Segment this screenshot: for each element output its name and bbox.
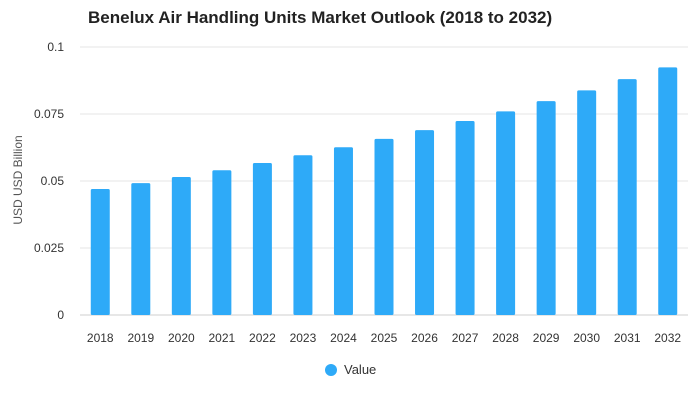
x-tick-label: 2032 [654, 331, 681, 345]
bar-2021[interactable] [212, 170, 232, 315]
legend-marker [325, 363, 337, 376]
y-tick-label: 0.05 [41, 174, 65, 188]
x-tick-label: 2022 [249, 331, 276, 345]
bar-2020[interactable] [171, 176, 191, 315]
x-tick-label: 2024 [330, 331, 357, 345]
bar-2022[interactable] [252, 163, 272, 315]
x-tick-label: 2026 [411, 331, 438, 345]
x-tick-label: 2025 [371, 331, 398, 345]
x-tick-label: 2020 [168, 331, 195, 345]
bar-2024[interactable] [333, 147, 353, 315]
y-tick-label: 0.075 [34, 107, 64, 121]
bar-2028[interactable] [496, 111, 516, 315]
bar-2030[interactable] [577, 90, 597, 315]
bar-2031[interactable] [617, 79, 637, 315]
x-tick-label: 2029 [533, 331, 560, 345]
y-tick-label: 0.025 [34, 241, 64, 255]
x-tick-label: 2023 [290, 331, 317, 345]
legend[interactable]: Value [325, 362, 376, 377]
bar-2018[interactable] [90, 189, 110, 315]
bar-2032[interactable] [658, 67, 678, 315]
x-tick-label: 2018 [87, 331, 114, 345]
bar-2019[interactable] [131, 183, 151, 315]
bar-2026[interactable] [415, 130, 435, 315]
chart-title: Benelux Air Handling Units Market Outloo… [88, 8, 553, 27]
x-tick-label: 2027 [452, 331, 479, 345]
x-tick-label: 2019 [127, 331, 154, 345]
y-tick-label: 0.1 [47, 40, 64, 54]
bar-2023[interactable] [293, 155, 313, 315]
y-tick-label: 0 [57, 308, 64, 322]
bar-2025[interactable] [374, 138, 394, 315]
bar-2027[interactable] [455, 120, 475, 315]
x-tick-label: 2031 [614, 331, 641, 345]
x-tick-label: 2021 [209, 331, 236, 345]
legend-label: Value [344, 362, 377, 377]
x-tick-label: 2030 [573, 331, 600, 345]
bar-2029[interactable] [536, 101, 556, 315]
x-tick-label: 2028 [492, 331, 519, 345]
